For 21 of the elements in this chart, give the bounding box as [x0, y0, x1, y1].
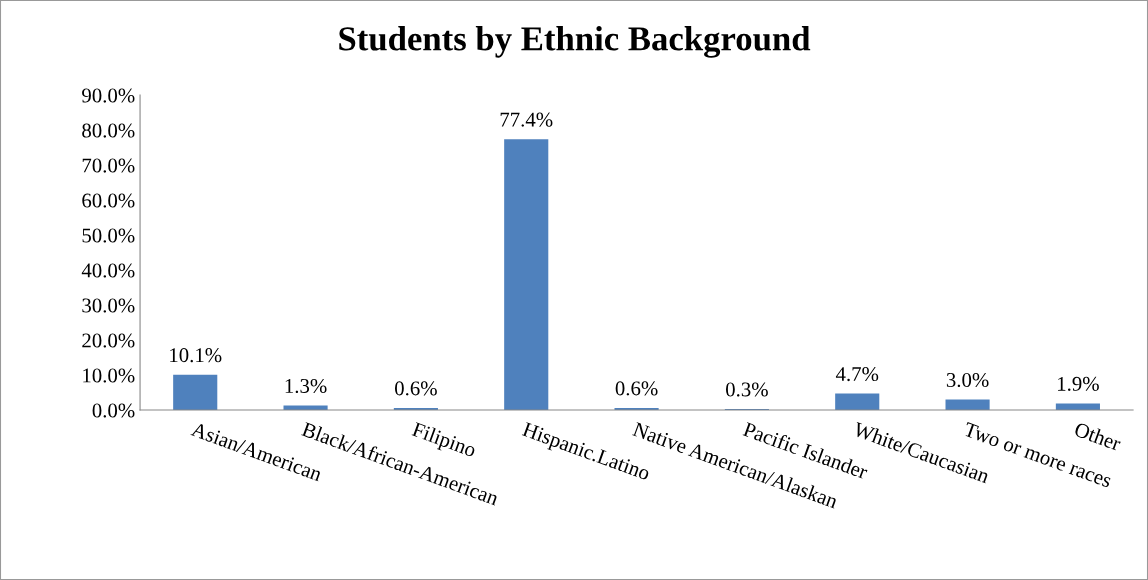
data-label: 0.6% [615, 381, 658, 396]
y-tick-label: 70.0% [82, 158, 135, 173]
y-tick-label: 0.0% [92, 403, 135, 418]
y-tick-label: 90.0% [82, 88, 135, 103]
data-label: 1.3% [285, 378, 327, 394]
y-tick-label: 10.0% [83, 368, 135, 383]
x-tick-label: Other [1073, 421, 1123, 452]
chart-title: Students by Ethnic Background [339, 26, 811, 58]
data-label: 0.3% [726, 382, 768, 397]
data-label: 3.0% [946, 372, 989, 388]
y-tick-label: 30.0% [82, 298, 135, 313]
y-tick-label: 80.0% [82, 123, 135, 138]
y-tick-label: 50.0% [82, 228, 135, 243]
data-label: 1.9% [1058, 376, 1099, 391]
y-tick-label: 60.0% [82, 193, 135, 208]
data-label: 10.1% [170, 348, 222, 363]
data-label: 4.7% [835, 366, 879, 382]
data-label: 0.6% [394, 381, 437, 396]
y-tick-label: 20.0% [82, 333, 135, 348]
y-tick-label: 40.0% [81, 263, 135, 278]
data-label: 77.4% [500, 112, 553, 127]
